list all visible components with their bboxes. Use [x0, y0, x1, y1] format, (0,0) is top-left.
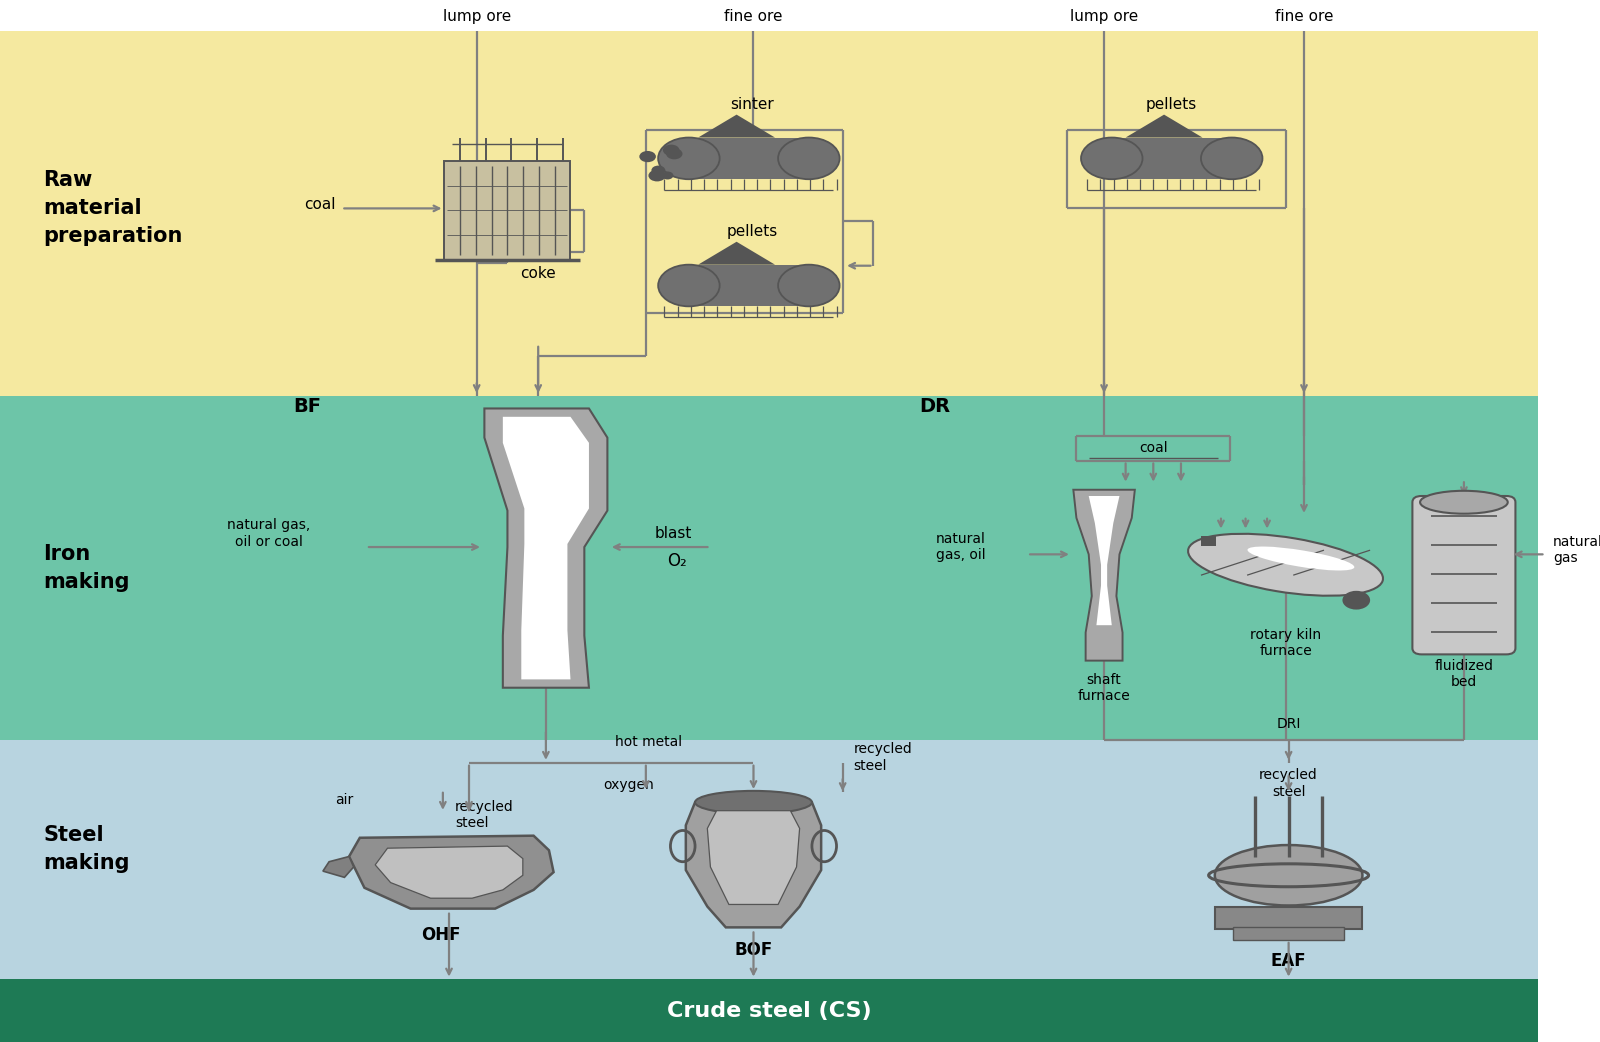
Text: pellets: pellets — [726, 224, 778, 239]
Polygon shape — [698, 115, 774, 138]
Ellipse shape — [694, 791, 811, 814]
Ellipse shape — [778, 265, 840, 306]
Text: blast: blast — [654, 526, 693, 541]
FancyBboxPatch shape — [690, 138, 810, 179]
Circle shape — [666, 148, 683, 159]
Text: fine ore: fine ore — [1275, 9, 1333, 24]
Polygon shape — [502, 417, 589, 679]
Text: recycled
steel: recycled steel — [853, 743, 912, 772]
Text: EAF: EAF — [1270, 951, 1307, 970]
FancyBboxPatch shape — [1202, 536, 1216, 546]
Text: lump ore: lump ore — [1070, 9, 1138, 24]
Text: Steel
making: Steel making — [43, 825, 130, 873]
Text: DRI: DRI — [1277, 717, 1301, 731]
Circle shape — [1342, 591, 1370, 610]
Ellipse shape — [1248, 547, 1354, 570]
Text: coke: coke — [520, 266, 557, 280]
Text: pellets: pellets — [1146, 97, 1197, 111]
Text: oxygen: oxygen — [603, 778, 653, 792]
Text: coal: coal — [304, 197, 336, 212]
Text: air: air — [336, 793, 354, 808]
Ellipse shape — [1189, 534, 1382, 596]
Polygon shape — [376, 846, 523, 898]
Text: sinter: sinter — [730, 97, 774, 111]
Polygon shape — [698, 242, 774, 265]
FancyBboxPatch shape — [0, 979, 1538, 1042]
Circle shape — [640, 151, 656, 163]
Text: natural
gas, oil: natural gas, oil — [936, 532, 986, 562]
Text: DR: DR — [920, 397, 950, 416]
Polygon shape — [686, 802, 821, 927]
Text: BF: BF — [293, 397, 322, 416]
Text: fluidized
bed: fluidized bed — [1435, 660, 1493, 689]
FancyBboxPatch shape — [1214, 907, 1363, 929]
Ellipse shape — [1082, 138, 1142, 179]
Circle shape — [651, 166, 666, 175]
Text: O₂: O₂ — [667, 551, 686, 570]
Text: hot metal: hot metal — [616, 736, 683, 749]
FancyBboxPatch shape — [690, 265, 810, 306]
FancyBboxPatch shape — [445, 160, 571, 259]
Text: recycled
steel: recycled steel — [1259, 769, 1318, 798]
Circle shape — [662, 172, 674, 179]
Polygon shape — [707, 811, 800, 904]
FancyBboxPatch shape — [1413, 496, 1515, 654]
FancyBboxPatch shape — [0, 0, 1538, 31]
Text: BOF: BOF — [734, 941, 773, 960]
Ellipse shape — [658, 265, 720, 306]
Text: OHF: OHF — [421, 925, 461, 944]
Text: natural
gas: natural gas — [1554, 536, 1600, 565]
Ellipse shape — [1214, 845, 1363, 905]
Text: Iron
making: Iron making — [43, 544, 130, 592]
FancyBboxPatch shape — [1234, 927, 1344, 940]
Text: coal: coal — [1139, 441, 1168, 455]
Polygon shape — [349, 836, 554, 909]
FancyBboxPatch shape — [0, 31, 1538, 396]
FancyBboxPatch shape — [1112, 138, 1232, 179]
Text: shaft
furnace: shaft furnace — [1078, 673, 1131, 702]
Text: Crude steel (CS): Crude steel (CS) — [667, 1000, 870, 1021]
Text: recycled
steel: recycled steel — [454, 800, 514, 829]
Ellipse shape — [1421, 491, 1507, 514]
Ellipse shape — [1202, 138, 1262, 179]
Text: rotary kiln
furnace: rotary kiln furnace — [1250, 628, 1322, 658]
Circle shape — [648, 170, 666, 181]
Text: Raw
material
preparation: Raw material preparation — [43, 171, 182, 246]
Text: natural gas,
oil or coal: natural gas, oil or coal — [227, 519, 310, 548]
Polygon shape — [1074, 490, 1134, 661]
Polygon shape — [1088, 496, 1120, 625]
FancyBboxPatch shape — [0, 396, 1538, 740]
Text: fine ore: fine ore — [725, 9, 782, 24]
Polygon shape — [323, 857, 354, 877]
Ellipse shape — [658, 138, 720, 179]
Circle shape — [662, 145, 680, 156]
Polygon shape — [485, 408, 608, 688]
Ellipse shape — [778, 138, 840, 179]
Polygon shape — [1126, 115, 1203, 138]
FancyBboxPatch shape — [0, 740, 1538, 979]
Text: lump ore: lump ore — [443, 9, 510, 24]
